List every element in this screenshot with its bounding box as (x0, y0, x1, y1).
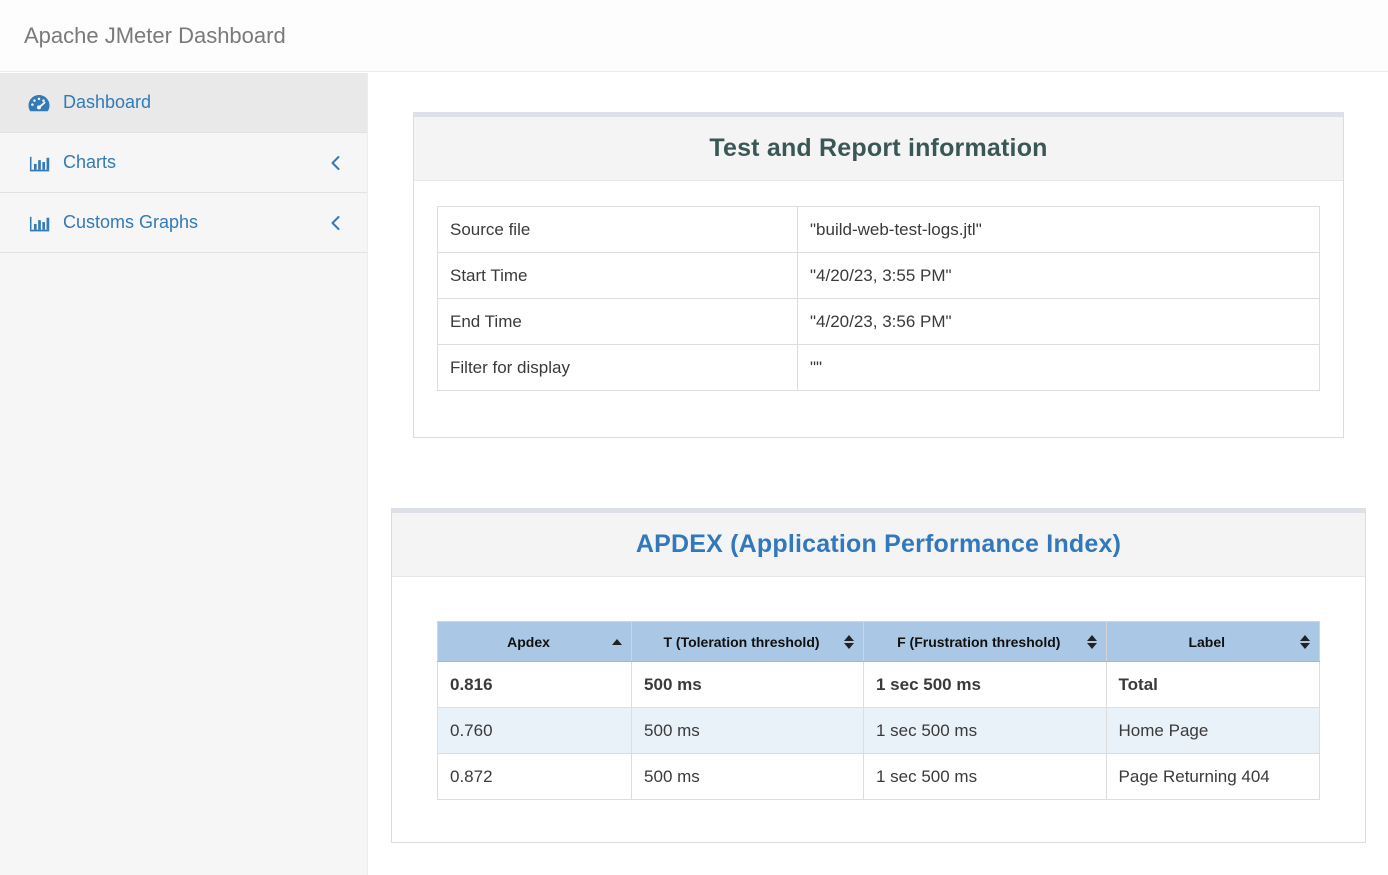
sidebar-item-label: Charts (63, 152, 116, 173)
test-report-info-table: Source file "build-web-test-logs.jtl" St… (437, 206, 1320, 391)
info-row-value: "4/20/23, 3:55 PM" (798, 253, 1320, 299)
jmeter-dashboard-app: Apache JMeter Dashboard Dashboard (0, 0, 1388, 875)
chevron-left-icon (330, 155, 341, 170)
info-row-value: "4/20/23, 3:56 PM" (798, 299, 1320, 345)
label-cell: Page Returning 404 (1106, 754, 1319, 800)
apdex-cell: 0.816 (438, 662, 632, 708)
panel-body: Apdex T (Toleration threshold) F (Frustr… (392, 577, 1365, 844)
column-label: Apdex (507, 634, 550, 650)
panel-heading: Test and Report information (414, 117, 1343, 181)
chevron-left-icon (330, 215, 341, 230)
table-row: 0.760 500 ms 1 sec 500 ms Home Page (438, 708, 1320, 754)
info-row-label: Start Time (438, 253, 798, 299)
table-row: Source file "build-web-test-logs.jtl" (438, 207, 1320, 253)
table-header-row: Apdex T (Toleration threshold) F (Frustr… (438, 622, 1320, 662)
sort-both-icon (1087, 635, 1097, 649)
sidebar-item-label: Dashboard (63, 92, 151, 113)
frustration-cell: 1 sec 500 ms (863, 754, 1106, 800)
column-label: Label (1188, 634, 1225, 650)
sidebar: Dashboard Charts (0, 73, 368, 875)
column-label: T (Toleration threshold) (663, 634, 819, 650)
sidebar-item-customs-graphs[interactable]: Customs Graphs (0, 193, 367, 253)
sort-both-icon (844, 635, 854, 649)
panel-body: Source file "build-web-test-logs.jtl" St… (414, 181, 1343, 439)
sort-header-apdex[interactable]: Apdex (438, 622, 632, 662)
label-cell: Home Page (1106, 708, 1319, 754)
table-row: End Time "4/20/23, 3:56 PM" (438, 299, 1320, 345)
app-title: Apache JMeter Dashboard (24, 23, 286, 49)
column-label: F (Frustration threshold) (897, 634, 1060, 650)
panel-title: APDEX (Application Performance Index) (636, 530, 1121, 559)
apdex-panel: APDEX (Application Performance Index) Ap… (391, 508, 1366, 843)
panel-title: Test and Report information (709, 134, 1047, 163)
label-cell: Total (1106, 662, 1319, 708)
apdex-cell: 0.760 (438, 708, 632, 754)
table-row: 0.872 500 ms 1 sec 500 ms Page Returning… (438, 754, 1320, 800)
toleration-cell: 500 ms (632, 662, 864, 708)
frustration-cell: 1 sec 500 ms (863, 662, 1106, 708)
sort-both-icon (1300, 635, 1310, 649)
info-row-label: End Time (438, 299, 798, 345)
toleration-cell: 500 ms (632, 708, 864, 754)
table-row: Filter for display "" (438, 345, 1320, 391)
sidebar-item-label: Customs Graphs (63, 212, 198, 233)
apdex-cell: 0.872 (438, 754, 632, 800)
test-report-info-panel: Test and Report information Source file … (413, 112, 1344, 438)
frustration-cell: 1 sec 500 ms (863, 708, 1106, 754)
bar-chart-icon (28, 154, 50, 172)
sidebar-item-charts[interactable]: Charts (0, 133, 367, 193)
table-row: Start Time "4/20/23, 3:55 PM" (438, 253, 1320, 299)
sort-header-label[interactable]: Label (1106, 622, 1319, 662)
toleration-cell: 500 ms (632, 754, 864, 800)
apdex-table: Apdex T (Toleration threshold) F (Frustr… (437, 621, 1320, 800)
gauge-icon (28, 94, 50, 112)
table-row: 0.816 500 ms 1 sec 500 ms Total (438, 662, 1320, 708)
bar-chart-icon (28, 214, 50, 232)
sort-asc-icon (612, 639, 622, 645)
panel-heading: APDEX (Application Performance Index) (392, 513, 1365, 577)
info-row-value: "" (798, 345, 1320, 391)
sort-header-frustration[interactable]: F (Frustration threshold) (863, 622, 1106, 662)
app-header: Apache JMeter Dashboard (0, 0, 1388, 72)
info-row-label: Filter for display (438, 345, 798, 391)
info-row-label: Source file (438, 207, 798, 253)
info-row-value: "build-web-test-logs.jtl" (798, 207, 1320, 253)
sort-header-toleration[interactable]: T (Toleration threshold) (632, 622, 864, 662)
sidebar-item-dashboard[interactable]: Dashboard (0, 73, 367, 133)
